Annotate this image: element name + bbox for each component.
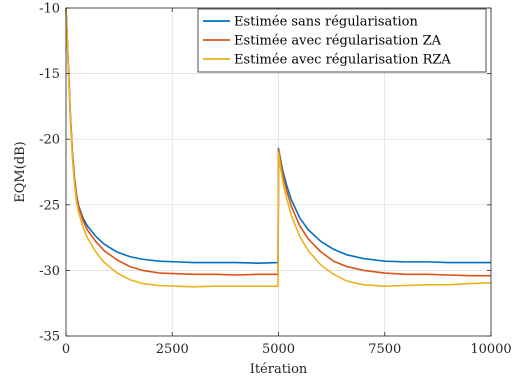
legend-label-3: Estimée avec régularisation RZA (234, 53, 451, 68)
legend-label-1: Estimée sans régularisation (234, 15, 419, 30)
x-tick-label: 5000 (262, 342, 295, 357)
x-tick-label: 10000 (470, 342, 511, 357)
y-axis-label: EQM(dB) (13, 141, 28, 202)
legend: Estimée sans régularisation Estimée avec … (197, 8, 487, 73)
series-group (65, 7, 492, 288)
legend-box (197, 8, 487, 73)
y-tick-label: -25 (39, 198, 60, 213)
x-axis-label: Itération (250, 362, 308, 377)
y-tick-label: -30 (39, 264, 60, 279)
axis-ticks: 0 2500 5000 7500 10000 -35 -30 -25 -20 -15 -10 (39, 2, 512, 358)
x-tick-label: 0 (62, 342, 70, 357)
y-tick-label: -15 (39, 67, 60, 82)
y-tick-label: -35 (39, 330, 60, 345)
y-tick-label: -10 (39, 2, 60, 17)
series-line-2 (65, 7, 491, 277)
x-tick-label: 7500 (368, 342, 401, 357)
legend-label-2: Estimée avec régularisation ZA (234, 34, 442, 49)
x-tick-label: 2500 (156, 342, 189, 357)
series-line-3 (65, 7, 492, 288)
y-tick-label: -20 (39, 133, 60, 148)
